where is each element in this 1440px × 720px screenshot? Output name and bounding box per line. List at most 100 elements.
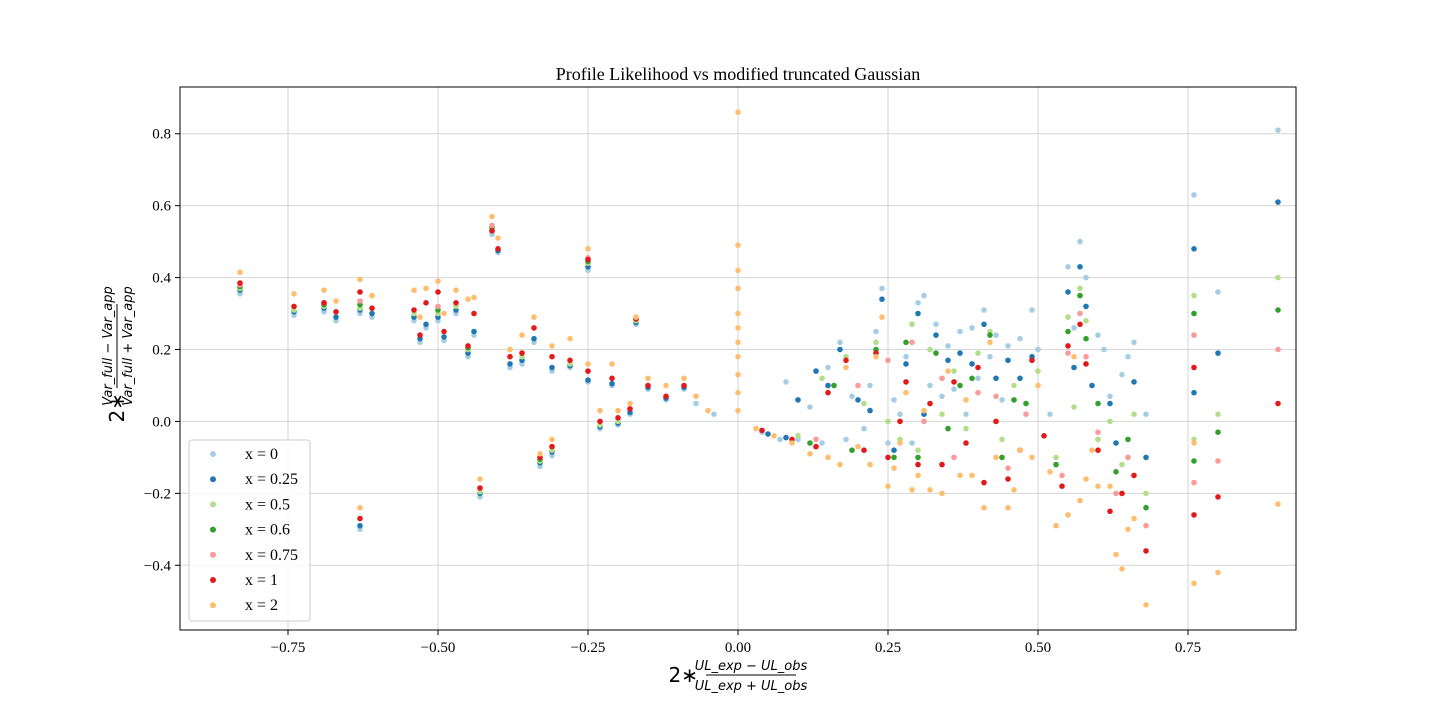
data-point [567,357,573,364]
data-point [957,328,963,335]
data-point [435,303,441,310]
data-point [585,246,591,252]
data-point [531,325,537,331]
data-point [909,440,915,446]
data-point [507,353,513,360]
data-point [993,418,999,425]
data-point [1005,465,1011,472]
data-point [333,314,339,320]
data-point [1191,440,1197,446]
data-point [1095,332,1101,338]
data-point [987,339,993,346]
data-point [1077,321,1083,328]
data-point [1053,454,1059,461]
data-point [645,382,651,389]
data-point [1053,461,1059,468]
data-point [1191,479,1197,486]
data-point [837,461,843,468]
data-point [1077,292,1083,299]
data-point [1215,411,1221,418]
data-point [885,483,891,490]
legend-label: x = 0.75 [245,547,298,564]
data-point [1059,472,1065,479]
data-point [1191,458,1197,464]
data-point [1065,289,1071,295]
data-point [867,461,873,468]
data-point [849,447,855,454]
data-point [939,411,945,418]
data-point [825,382,831,389]
data-point [1083,274,1089,281]
data-point [615,415,621,421]
data-point [1065,512,1071,518]
data-point [927,487,933,493]
data-point [357,515,363,522]
data-point [981,479,987,486]
data-point [753,425,759,432]
data-point [1143,602,1149,608]
data-point [735,267,741,274]
data-point [1191,512,1197,518]
data-point [1143,504,1149,511]
data-point [903,379,909,385]
data-point [453,300,459,306]
data-point [1083,303,1089,310]
data-point [585,368,591,374]
data-point [765,431,771,437]
data-point [1113,490,1119,497]
data-point [909,339,915,346]
x-axis-ticks: −0.75 −0.50 −0.25 0.00 0.25 0.50 0.75 [271,630,1201,656]
data-point [1125,353,1131,360]
y-axis-label-numerator: Var_full − Var_app [101,286,116,405]
y-axis-ticks: −0.4 −0.2 0.0 0.2 0.4 0.6 0.8 [144,127,180,574]
data-point [1071,404,1077,410]
data-point [939,461,945,468]
data-point [357,522,363,529]
data-point [735,285,741,292]
data-point [969,375,975,382]
data-point [1275,199,1281,205]
data-point [1113,440,1119,446]
data-point [921,292,927,299]
y-axis-label-prefix: 2∗ [105,393,129,422]
legend-label: x = 0.6 [245,522,290,539]
data-point [963,440,969,446]
data-point [735,389,741,396]
data-point [1107,418,1113,425]
x-tick-label: −0.25 [571,640,606,656]
data-point [1089,382,1095,389]
data-point [1083,353,1089,360]
data-point [879,296,885,303]
data-point [1065,328,1071,335]
data-point [1071,353,1077,360]
data-point [1143,411,1149,418]
data-point [819,440,825,446]
data-point [873,328,879,335]
data-point [1011,382,1017,389]
data-point [1005,476,1011,482]
data-point [1101,346,1107,353]
data-point [1065,314,1071,320]
data-point [681,375,687,382]
data-point [1191,389,1197,396]
data-point [1023,400,1029,407]
data-point [1191,310,1197,317]
data-point [963,411,969,418]
data-point [423,300,429,306]
data-point [945,357,951,364]
data-point [903,339,909,346]
data-point [1125,454,1131,461]
data-point [693,400,699,407]
data-point [999,397,1005,403]
data-point [1089,447,1095,454]
data-point [1131,515,1137,522]
data-point [1077,310,1083,317]
data-point [975,364,981,371]
data-point [495,246,501,252]
data-point [813,443,819,450]
data-point [915,454,921,461]
data-point [411,287,417,294]
data-point [783,434,789,441]
data-point [849,393,855,400]
